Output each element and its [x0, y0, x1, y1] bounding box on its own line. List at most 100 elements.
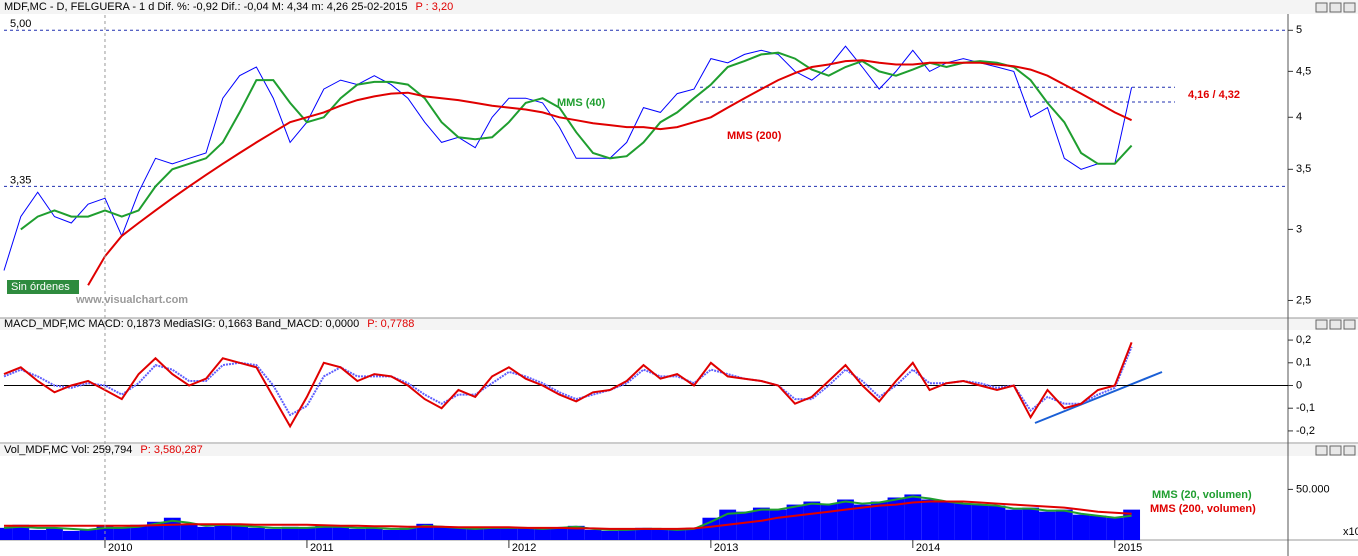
volume-bar	[466, 528, 484, 540]
header-bar	[0, 318, 1358, 330]
header-bar	[0, 0, 1358, 14]
volume-bar	[264, 528, 282, 540]
header-bar	[0, 444, 1358, 456]
x-tick-label: 2012	[512, 542, 536, 554]
volume-bar	[130, 524, 148, 540]
x-tick-label: 2010	[108, 542, 132, 554]
panel-title-note: P : 3,20	[415, 1, 453, 13]
watermark: www.visualchart.com	[75, 294, 188, 306]
volume-bar	[1039, 511, 1056, 540]
y-tick-label: -0,1	[1296, 402, 1315, 414]
volume-bar	[938, 501, 955, 540]
volume-bar	[837, 499, 854, 540]
volume-bar	[449, 527, 467, 540]
volume-bar	[1005, 509, 1023, 540]
volume-bar	[1072, 514, 1090, 540]
y-tick-label: -0,2	[1296, 425, 1315, 437]
volume-bar	[668, 529, 686, 540]
maximize-button[interactable]	[1329, 2, 1342, 13]
volume-bar	[904, 494, 922, 540]
x-tick-label: 2014	[916, 542, 940, 554]
volume-bar	[382, 529, 400, 540]
y-tick-label: 0,2	[1296, 334, 1311, 346]
volume-bar	[214, 523, 232, 540]
close-button[interactable]	[1343, 2, 1356, 13]
volume-bar	[113, 527, 131, 540]
volume-bar	[550, 527, 568, 540]
panel-title-note: P: 3,580,287	[140, 444, 202, 456]
x-tick-label: 2015	[1118, 542, 1142, 554]
panel-title: Vol_MDF,MC Vol: 259,794	[4, 444, 132, 456]
status-box	[7, 280, 79, 294]
volume-bar	[180, 524, 198, 540]
y-tick-label: 50.000	[1296, 483, 1330, 495]
volume-bar	[349, 528, 366, 540]
series-line	[3, 346, 1133, 417]
close-button[interactable]	[1343, 445, 1356, 456]
series-line	[3, 342, 1133, 429]
series-label: MMS (40)	[557, 97, 606, 109]
trend-line	[1034, 371, 1163, 424]
volume-bar	[534, 528, 551, 540]
volume-bar	[231, 525, 249, 540]
x-tick-label: 2011	[310, 542, 334, 554]
volume-bar	[1123, 509, 1141, 540]
volume-bar	[281, 526, 299, 540]
volume-bar	[820, 503, 838, 540]
series-label: MMS (200, volumen)	[1150, 503, 1256, 515]
minimize-button[interactable]	[1315, 445, 1328, 456]
volume-bar	[1022, 507, 1040, 540]
volume-bar	[853, 504, 871, 540]
maximize-button[interactable]	[1329, 445, 1342, 456]
volume-bar	[618, 529, 636, 540]
volume-bar	[1089, 515, 1107, 540]
volume-bar	[12, 524, 30, 540]
maximize-button[interactable]	[1329, 319, 1342, 330]
volume-bar	[62, 530, 80, 540]
series-line	[20, 51, 1133, 231]
status-label: Sin órdenes	[11, 281, 70, 293]
series-label: MMS (200)	[727, 130, 782, 142]
volume-bar	[483, 527, 501, 540]
y-tick-label: 2,5	[1296, 294, 1311, 306]
volume-bar	[500, 526, 518, 540]
y-tick-label: 0	[1296, 379, 1302, 391]
volume-bar	[197, 526, 215, 540]
volume-bar	[1055, 509, 1073, 540]
y-tick-label: 4	[1296, 111, 1302, 123]
volume-bar	[685, 527, 703, 540]
volume-bar	[584, 529, 602, 540]
window-buttons	[1315, 2, 1356, 456]
volume-bar	[870, 501, 888, 540]
minimize-button[interactable]	[1315, 319, 1328, 330]
series-line	[3, 45, 1133, 271]
volume-bar	[332, 526, 350, 540]
close-button[interactable]	[1343, 319, 1356, 330]
x-tick-label: 2013	[714, 542, 738, 554]
scale-note: x10	[1343, 526, 1358, 538]
volume-bar	[163, 517, 181, 540]
volume-bar	[786, 504, 804, 540]
volume-bar	[315, 525, 333, 540]
volume-bar	[752, 507, 770, 540]
volume-bar	[517, 527, 535, 540]
reference-label: 5,00	[10, 18, 31, 30]
volume-bar	[298, 527, 316, 540]
panel-title-note: P: 0,7788	[367, 318, 414, 330]
volume-bar	[365, 527, 383, 540]
y-tick-label: 4,5	[1296, 65, 1311, 77]
minimize-button[interactable]	[1315, 2, 1328, 13]
volume-bar	[651, 528, 669, 540]
y-tick-label: 5	[1296, 24, 1302, 36]
volume-bar	[601, 530, 619, 540]
volume-bar	[921, 499, 939, 540]
series-line	[87, 59, 1133, 286]
volume-bar	[887, 497, 905, 540]
reference-label: 3,35	[10, 174, 31, 186]
volume-bar	[46, 527, 63, 540]
series-line	[4, 500, 1132, 530]
y-tick-label: 3	[1296, 223, 1302, 235]
volume-bar	[971, 504, 989, 540]
